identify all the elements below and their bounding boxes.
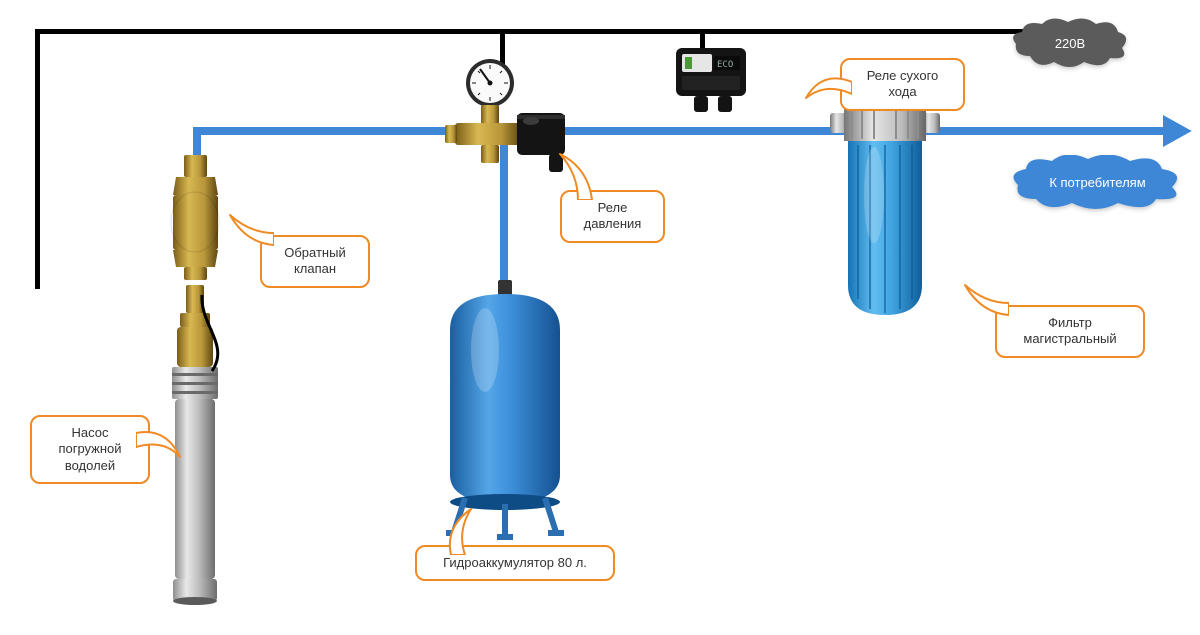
main-filter bbox=[830, 85, 940, 320]
check-valve bbox=[168, 155, 223, 280]
callout-dry-run-relay: Реле сухого хода bbox=[840, 58, 965, 111]
callout-filter-label: Фильтр магистральный bbox=[1023, 315, 1116, 346]
callout-pressure-relay: Реле давления bbox=[560, 190, 665, 243]
dry-run-relay: ECO bbox=[668, 40, 758, 115]
callout-accumulator-label: Гидроаккумулятор 80 л. bbox=[443, 555, 587, 570]
cloud-consumers-label: К потребителям bbox=[1049, 175, 1145, 190]
callout-pressure-relay-label: Реле давления bbox=[584, 200, 642, 231]
callout-check-valve-label: Обратный клапан bbox=[284, 245, 345, 276]
cloud-consumers: К потребителям bbox=[1010, 155, 1185, 210]
callout-filter: Фильтр магистральный bbox=[995, 305, 1145, 358]
callout-accumulator: Гидроаккумулятор 80 л. bbox=[415, 545, 615, 581]
callout-dry-run-relay-label: Реле сухого хода bbox=[867, 68, 939, 99]
cloud-voltage: 220В bbox=[1010, 18, 1130, 68]
callout-check-valve: Обратный клапан bbox=[260, 235, 370, 288]
svg-text:ECO: ECO bbox=[717, 60, 733, 70]
cloud-voltage-label: 220В bbox=[1055, 36, 1085, 51]
accumulator-tank bbox=[430, 280, 580, 540]
callout-pump-label: Насос погружной водолей bbox=[58, 425, 121, 473]
callout-pump: Насос погружной водолей bbox=[30, 415, 150, 484]
